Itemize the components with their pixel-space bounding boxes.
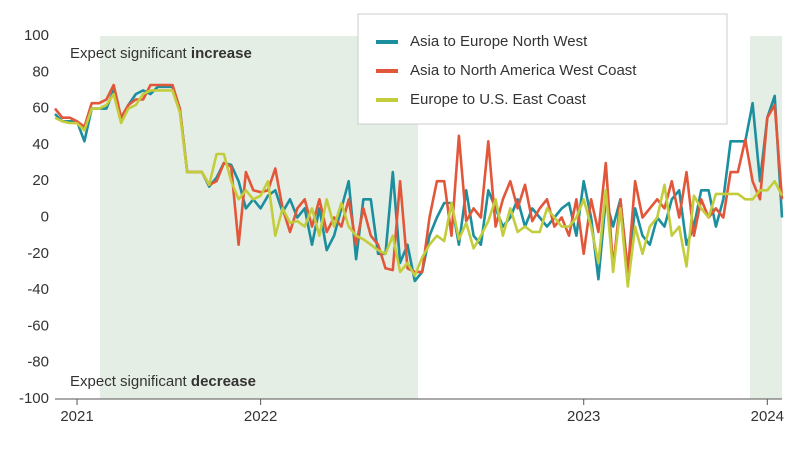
y-tick-label: 100 — [24, 27, 49, 44]
y-tick-label: 0 — [41, 208, 49, 225]
legend-label: Asia to North America West Coast — [410, 62, 637, 79]
legend-label: Asia to Europe North West — [410, 33, 588, 50]
annotation-emphasis: increase — [191, 45, 252, 62]
y-tick-label: -60 — [27, 317, 49, 334]
x-tick-label: 2023 — [567, 408, 600, 425]
shaded-period — [750, 36, 782, 399]
y-tick-label: -80 — [27, 354, 49, 371]
annotation-text: Expect significant — [70, 373, 188, 390]
annotation-text: Expect significant — [70, 45, 188, 62]
annotation-emphasis: decrease — [191, 373, 256, 390]
series-line — [54, 89, 784, 288]
y-tick-label: 20 — [32, 172, 49, 189]
y-tick-label: 60 — [32, 100, 49, 117]
y-tick-label: -20 — [27, 245, 49, 262]
annotation: Expect significant decrease — [70, 373, 256, 390]
plot — [53, 83, 784, 288]
x-tick-label: 2024 — [751, 408, 784, 425]
y-tick-label: 80 — [32, 63, 49, 80]
x-tick-label: 2021 — [60, 408, 93, 425]
x-tick-label: 2022 — [244, 408, 277, 425]
y-tick-label: -100 — [19, 390, 49, 407]
y-tick-label: 40 — [32, 136, 49, 153]
annotation: Expect significant increase — [70, 45, 252, 62]
y-tick-label: -40 — [27, 281, 49, 298]
legend-label: Europe to U.S. East Coast — [410, 91, 587, 108]
legend — [357, 13, 728, 125]
